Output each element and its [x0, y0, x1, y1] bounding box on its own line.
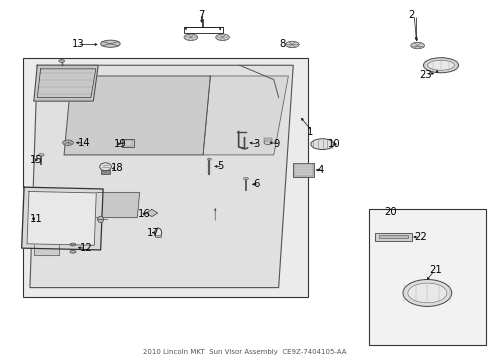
- Text: 8: 8: [279, 40, 285, 49]
- Text: 18: 18: [111, 163, 123, 173]
- Text: 1: 1: [306, 127, 312, 136]
- Ellipse shape: [101, 40, 120, 47]
- Bar: [101, 170, 110, 174]
- Bar: [155, 234, 161, 237]
- Text: 23: 23: [419, 70, 431, 80]
- Ellipse shape: [310, 139, 333, 149]
- Bar: [293, 163, 313, 177]
- Text: 4: 4: [317, 165, 323, 175]
- Ellipse shape: [427, 60, 453, 70]
- Ellipse shape: [100, 163, 111, 171]
- Polygon shape: [203, 76, 288, 155]
- Polygon shape: [34, 65, 98, 101]
- Text: 9: 9: [273, 139, 280, 149]
- Bar: [294, 163, 312, 176]
- Text: 2: 2: [407, 10, 414, 20]
- Ellipse shape: [285, 41, 299, 48]
- Ellipse shape: [402, 279, 451, 306]
- Bar: [374, 233, 411, 241]
- Polygon shape: [146, 210, 158, 217]
- Ellipse shape: [70, 243, 76, 246]
- Ellipse shape: [38, 154, 44, 156]
- Text: 11: 11: [30, 214, 42, 224]
- Text: 21: 21: [428, 265, 441, 275]
- Ellipse shape: [215, 34, 229, 41]
- Ellipse shape: [59, 59, 64, 62]
- Text: 14: 14: [78, 138, 90, 148]
- Text: 7: 7: [198, 10, 204, 20]
- Text: 6: 6: [253, 179, 259, 189]
- Ellipse shape: [155, 228, 161, 237]
- Bar: [22, 58, 307, 297]
- Bar: [264, 138, 271, 140]
- Polygon shape: [27, 192, 96, 245]
- Ellipse shape: [243, 177, 248, 180]
- Ellipse shape: [70, 250, 76, 253]
- Text: 13: 13: [71, 40, 84, 49]
- Text: 15: 15: [30, 155, 42, 165]
- Text: 16: 16: [138, 209, 151, 219]
- Text: 5: 5: [216, 161, 223, 171]
- Text: 3: 3: [253, 139, 260, 149]
- Bar: [378, 235, 407, 238]
- Ellipse shape: [407, 283, 446, 303]
- Polygon shape: [21, 187, 103, 250]
- Bar: [122, 140, 132, 146]
- Ellipse shape: [423, 58, 458, 73]
- Polygon shape: [64, 76, 210, 155]
- Ellipse shape: [264, 140, 271, 144]
- Text: 22: 22: [413, 232, 426, 242]
- Polygon shape: [79, 193, 140, 218]
- Ellipse shape: [410, 42, 424, 49]
- Text: 20: 20: [383, 207, 396, 217]
- Text: 2010 Lincoln MKT  Sun Visor Assembly  CE9Z-7404105-AA: 2010 Lincoln MKT Sun Visor Assembly CE9Z…: [142, 349, 346, 355]
- Ellipse shape: [207, 158, 211, 160]
- Ellipse shape: [183, 34, 197, 41]
- Text: 17: 17: [147, 228, 160, 238]
- Text: 10: 10: [328, 139, 340, 149]
- Polygon shape: [34, 237, 59, 255]
- Bar: [122, 139, 134, 147]
- Polygon shape: [30, 65, 293, 288]
- Text: 19: 19: [114, 139, 127, 149]
- Bar: [183, 27, 222, 33]
- Ellipse shape: [98, 216, 103, 223]
- Bar: [368, 209, 485, 345]
- Ellipse shape: [62, 140, 73, 145]
- Text: 12: 12: [80, 243, 93, 253]
